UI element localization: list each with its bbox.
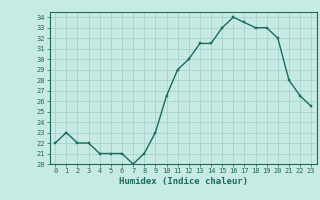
X-axis label: Humidex (Indice chaleur): Humidex (Indice chaleur) bbox=[119, 177, 248, 186]
